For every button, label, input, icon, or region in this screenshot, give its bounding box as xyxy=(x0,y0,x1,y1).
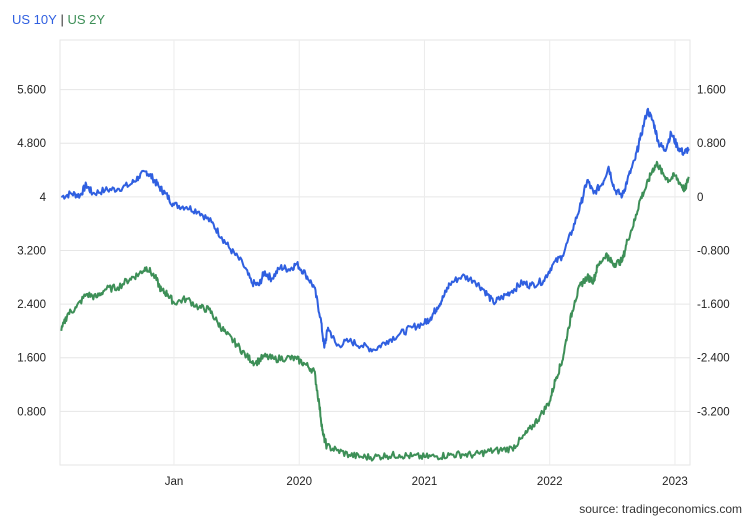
x-tick-label: 2021 xyxy=(412,476,438,488)
series-lines xyxy=(60,107,690,462)
legend-item-us-10y[interactable]: US 10Y xyxy=(12,12,57,27)
y-left-tick-label: 2.400 xyxy=(17,299,46,311)
y-right-tick-label: 0 xyxy=(697,192,703,204)
y-right-tick-label: -0.800 xyxy=(697,245,730,257)
y-right-tick-label: -2.400 xyxy=(697,353,730,365)
x-tick-label: 2020 xyxy=(286,476,312,488)
y-left-tick-label: 4 xyxy=(40,192,47,204)
x-axis: Jan 2020 2021 2022 2023 xyxy=(165,476,688,488)
x-tick-label: 2022 xyxy=(537,476,563,488)
x-tick-label: 2023 xyxy=(662,476,688,488)
legend-item-us-2y[interactable]: US 2Y xyxy=(67,12,106,27)
y-left-tick-label: 0.800 xyxy=(17,406,46,418)
left-y-axis: 0.800 1.600 2.400 3.200 4 4.800 5.600 xyxy=(17,85,46,419)
y-right-tick-label: 1.600 xyxy=(697,85,726,97)
series-line-us-2y[interactable] xyxy=(60,160,690,462)
y-left-tick-label: 4.800 xyxy=(17,138,46,150)
source-credit[interactable]: source: tradingeconomics.com xyxy=(579,502,742,516)
y-right-tick-label: -3.200 xyxy=(697,406,730,418)
right-y-axis: -3.200 -2.400 -1.600 -0.800 0 0.800 1.600 xyxy=(697,85,730,419)
plot-frame xyxy=(59,39,691,466)
legend-separator: | xyxy=(60,12,64,27)
y-right-tick-label: -1.600 xyxy=(697,299,730,311)
y-right-tick-label: 0.800 xyxy=(697,138,726,150)
chart-legend: US 10Y | US 2Y xyxy=(12,12,105,28)
x-tick-label: Jan xyxy=(165,476,184,488)
y-left-tick-label: 1.600 xyxy=(17,353,46,365)
chart-grid xyxy=(59,39,691,466)
series-line-us-10y[interactable] xyxy=(61,107,690,353)
y-left-tick-label: 3.200 xyxy=(17,245,46,257)
y-left-tick-label: 5.600 xyxy=(17,85,46,97)
